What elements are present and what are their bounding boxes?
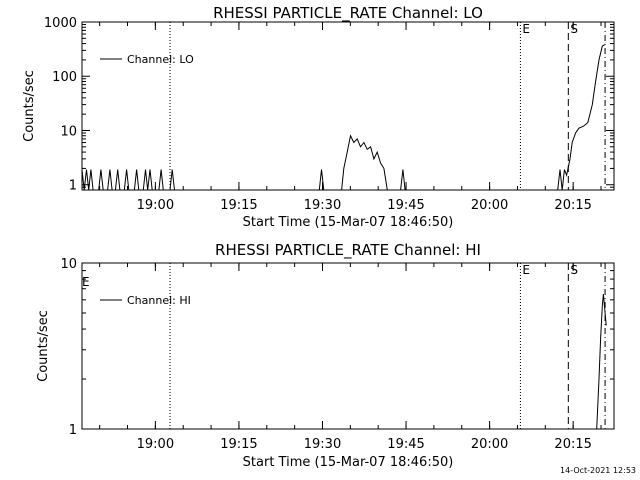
legend-label: Channel: LO bbox=[127, 53, 194, 66]
edge-marker-label: E bbox=[82, 275, 90, 289]
x-tick-label: 19:00 bbox=[137, 437, 174, 452]
y-tick-label: 1 bbox=[69, 179, 77, 194]
plot-frame-2 bbox=[81, 262, 615, 430]
x-tick-label: 19:00 bbox=[137, 198, 174, 213]
chart-title-2: RHESSI PARTICLE_RATE Channel: HI bbox=[215, 241, 481, 260]
plot-frame-1 bbox=[81, 21, 615, 191]
x-tick-label: 19:45 bbox=[387, 198, 424, 213]
x-tick-label: 19:45 bbox=[387, 437, 424, 452]
event-marker-label: E bbox=[522, 263, 530, 277]
x-axis-label: Start Time (15-Mar-07 18:46:50) bbox=[243, 455, 454, 470]
event-marker-label: S bbox=[570, 22, 578, 36]
series-line-2 bbox=[596, 294, 607, 430]
y-axis-label: Counts/sec bbox=[36, 310, 51, 382]
y-tick-label: 1000 bbox=[44, 16, 77, 31]
y-tick-label: 100 bbox=[52, 70, 77, 85]
x-tick-label: 19:15 bbox=[220, 437, 257, 452]
series-line-1 bbox=[81, 44, 605, 191]
generated-timestamp: 14-Oct-2021 12:53 bbox=[560, 466, 636, 475]
event-marker-label: E bbox=[522, 22, 530, 36]
y-axis-label: Counts/sec bbox=[22, 70, 37, 142]
x-tick-label: 20:00 bbox=[471, 198, 508, 213]
chart-title-1: RHESSI PARTICLE_RATE Channel: LO bbox=[213, 4, 483, 23]
x-tick-label: 19:30 bbox=[304, 437, 341, 452]
x-tick-label: 20:00 bbox=[471, 437, 508, 452]
legend-label: Channel: HI bbox=[127, 294, 191, 307]
y-tick-label: 10 bbox=[60, 257, 77, 272]
y-tick-label: 10 bbox=[60, 124, 77, 139]
y-tick-label: 1 bbox=[69, 423, 77, 438]
x-tick-label: 19:15 bbox=[220, 198, 257, 213]
x-tick-label: 20:15 bbox=[554, 437, 591, 452]
x-tick-label: 20:15 bbox=[554, 198, 591, 213]
event-marker-label: S bbox=[570, 263, 578, 277]
x-tick-label: 19:30 bbox=[304, 198, 341, 213]
x-axis-label: Start Time (15-Mar-07 18:46:50) bbox=[243, 215, 454, 230]
